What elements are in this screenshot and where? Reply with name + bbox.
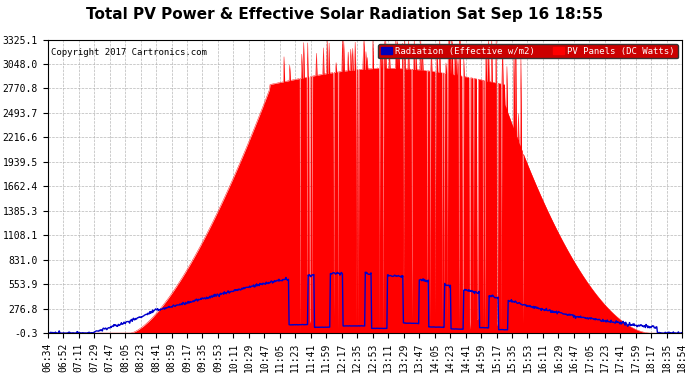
Text: Total PV Power & Effective Solar Radiation Sat Sep 16 18:55: Total PV Power & Effective Solar Radiati… xyxy=(86,8,604,22)
Text: Copyright 2017 Cartronics.com: Copyright 2017 Cartronics.com xyxy=(51,48,207,57)
Legend: Radiation (Effective w/m2), PV Panels (DC Watts): Radiation (Effective w/m2), PV Panels (D… xyxy=(378,44,678,58)
